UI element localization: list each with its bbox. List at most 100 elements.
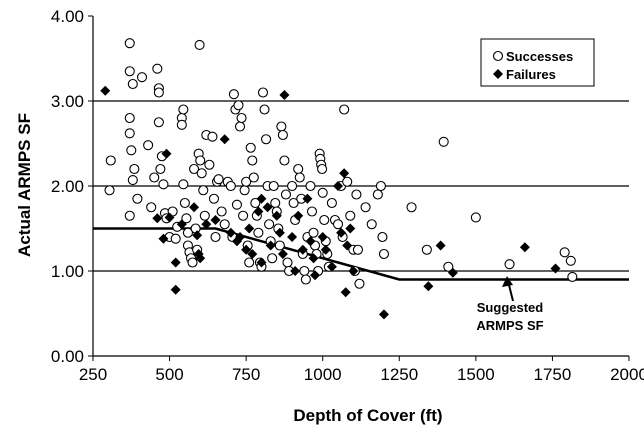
success-point-144 xyxy=(438,136,449,147)
success-point-92 xyxy=(276,121,287,132)
success-point-9 xyxy=(127,175,138,186)
success-point-44 xyxy=(194,39,205,50)
success-point-146 xyxy=(470,212,481,223)
annotation-arrowhead xyxy=(502,276,513,287)
success-point-94 xyxy=(279,155,290,166)
failure-point-21 xyxy=(253,206,264,217)
failure-point-0 xyxy=(100,85,111,96)
failure-point-14 xyxy=(219,134,230,145)
failure-point-25 xyxy=(265,240,276,251)
failure-point-24 xyxy=(262,202,273,213)
failure-point-23 xyxy=(256,257,267,268)
x-tick-label-2: 750 xyxy=(232,365,260,384)
success-point-105 xyxy=(299,265,310,277)
success-point-33 xyxy=(179,197,190,209)
legend: Successes Failures xyxy=(480,38,595,87)
x-tick-label-7: 2000 xyxy=(610,365,644,384)
success-point-20 xyxy=(155,163,166,175)
failure-point-29 xyxy=(279,90,290,101)
success-point-147 xyxy=(504,259,515,270)
legend-failures-marker xyxy=(493,69,503,79)
success-point-61 xyxy=(228,89,239,100)
failure-point-30 xyxy=(287,232,298,242)
gridlines xyxy=(93,100,629,272)
success-point-139 xyxy=(375,180,386,192)
success-point-143 xyxy=(421,244,432,255)
success-point-51 xyxy=(207,131,218,142)
failure-point-48 xyxy=(378,309,389,320)
success-point-134 xyxy=(352,244,363,255)
tick-labels: 250 500 750 1000 1250 1500 1750 2000 0.00 1.00 2.0… xyxy=(51,7,644,384)
success-point-46 xyxy=(196,168,207,179)
annotation-line-1: Suggested xyxy=(477,300,544,315)
success-point-64 xyxy=(233,100,244,111)
legend-failures-label: Failures xyxy=(506,67,556,82)
y-axis-title: Actual ARMPS SF xyxy=(15,113,34,257)
success-point-95 xyxy=(280,189,292,200)
success-point-41 xyxy=(190,223,201,234)
legend-box xyxy=(480,38,595,87)
success-point-118 xyxy=(317,187,328,198)
failure-point-28 xyxy=(277,249,288,259)
success-point-119 xyxy=(319,214,330,226)
failure-point-15 xyxy=(225,227,236,238)
success-point-31 xyxy=(178,179,189,190)
success-point-7 xyxy=(126,145,137,156)
success-point-145 xyxy=(443,261,454,272)
x-tick-label-0: 250 xyxy=(79,365,107,384)
success-point-80 xyxy=(257,87,269,98)
failure-point-11 xyxy=(195,253,206,264)
success-point-108 xyxy=(305,180,316,192)
success-point-75 xyxy=(250,197,261,209)
success-point-140 xyxy=(377,231,388,243)
failure-point-46 xyxy=(348,266,359,276)
success-point-88 xyxy=(270,197,281,209)
failure-point-6 xyxy=(170,284,181,295)
failure-point-45 xyxy=(345,223,356,234)
success-point-117 xyxy=(317,163,328,175)
failure-point-20 xyxy=(247,249,258,259)
success-point-133 xyxy=(351,189,362,200)
failure-point-36 xyxy=(308,253,319,264)
annotation-line-2: ARMPS SF xyxy=(476,318,543,333)
failure-point-31 xyxy=(290,266,301,276)
success-point-66 xyxy=(236,112,247,124)
success-point-128 xyxy=(339,104,350,115)
success-point-106 xyxy=(300,274,311,285)
success-point-3 xyxy=(124,66,135,77)
failure-point-49 xyxy=(423,281,434,292)
failure-point-3 xyxy=(161,148,172,159)
success-point-59 xyxy=(225,180,236,192)
success-point-129 xyxy=(342,176,353,187)
failure-point-19 xyxy=(244,223,255,234)
success-point-65 xyxy=(234,121,246,132)
failure-point-32 xyxy=(293,210,304,221)
failure-point-33 xyxy=(297,244,308,255)
failure-point-51 xyxy=(447,267,458,278)
success-point-142 xyxy=(406,202,417,213)
success-point-40 xyxy=(189,163,200,175)
success-point-91 xyxy=(274,240,285,251)
success-point-72 xyxy=(245,142,256,153)
legend-successes-marker xyxy=(492,50,504,62)
success-point-8 xyxy=(124,210,135,221)
success-point-19 xyxy=(153,117,164,128)
success-point-84 xyxy=(264,219,275,230)
success-point-4 xyxy=(127,78,138,90)
failure-point-39 xyxy=(320,244,331,255)
y-tick-label-3: 3.00 xyxy=(51,92,84,111)
success-point-0 xyxy=(105,155,116,166)
success-point-50 xyxy=(204,159,215,170)
success-point-1 xyxy=(104,185,115,196)
success-point-6 xyxy=(124,128,135,139)
failure-point-34 xyxy=(302,193,313,204)
x-tick-label-1: 500 xyxy=(155,365,183,384)
success-point-150 xyxy=(567,271,578,283)
failure-point-47 xyxy=(340,287,351,298)
success-point-102 xyxy=(294,172,305,183)
success-point-135 xyxy=(354,278,365,289)
failure-point-50 xyxy=(435,240,446,251)
success-point-93 xyxy=(277,129,288,141)
success-point-56 xyxy=(216,206,227,217)
